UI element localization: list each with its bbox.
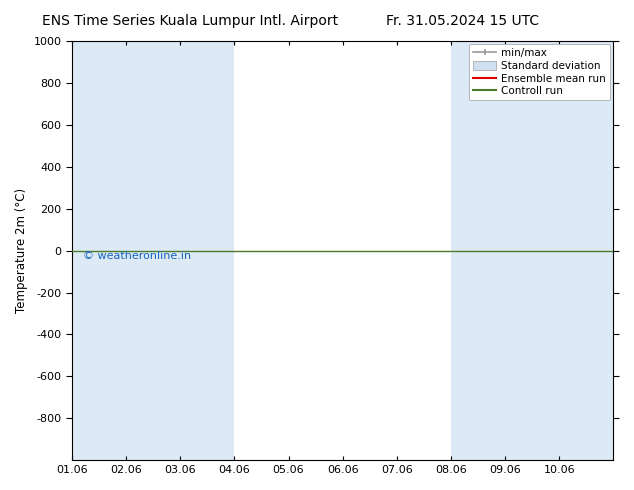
- Bar: [505, 41, 559, 460]
- Text: © weatheronline.in: © weatheronline.in: [83, 250, 191, 261]
- Bar: [126, 41, 180, 460]
- Y-axis label: Temperature 2m (°C): Temperature 2m (°C): [15, 188, 28, 313]
- Legend: min/max, Standard deviation, Ensemble mean run, Controll run: min/max, Standard deviation, Ensemble me…: [469, 44, 611, 100]
- Bar: [451, 41, 505, 460]
- Text: Fr. 31.05.2024 15 UTC: Fr. 31.05.2024 15 UTC: [386, 14, 540, 28]
- Text: ENS Time Series Kuala Lumpur Intl. Airport: ENS Time Series Kuala Lumpur Intl. Airpo…: [42, 14, 339, 28]
- Bar: [72, 41, 126, 460]
- Bar: [559, 41, 614, 460]
- Bar: [180, 41, 235, 460]
